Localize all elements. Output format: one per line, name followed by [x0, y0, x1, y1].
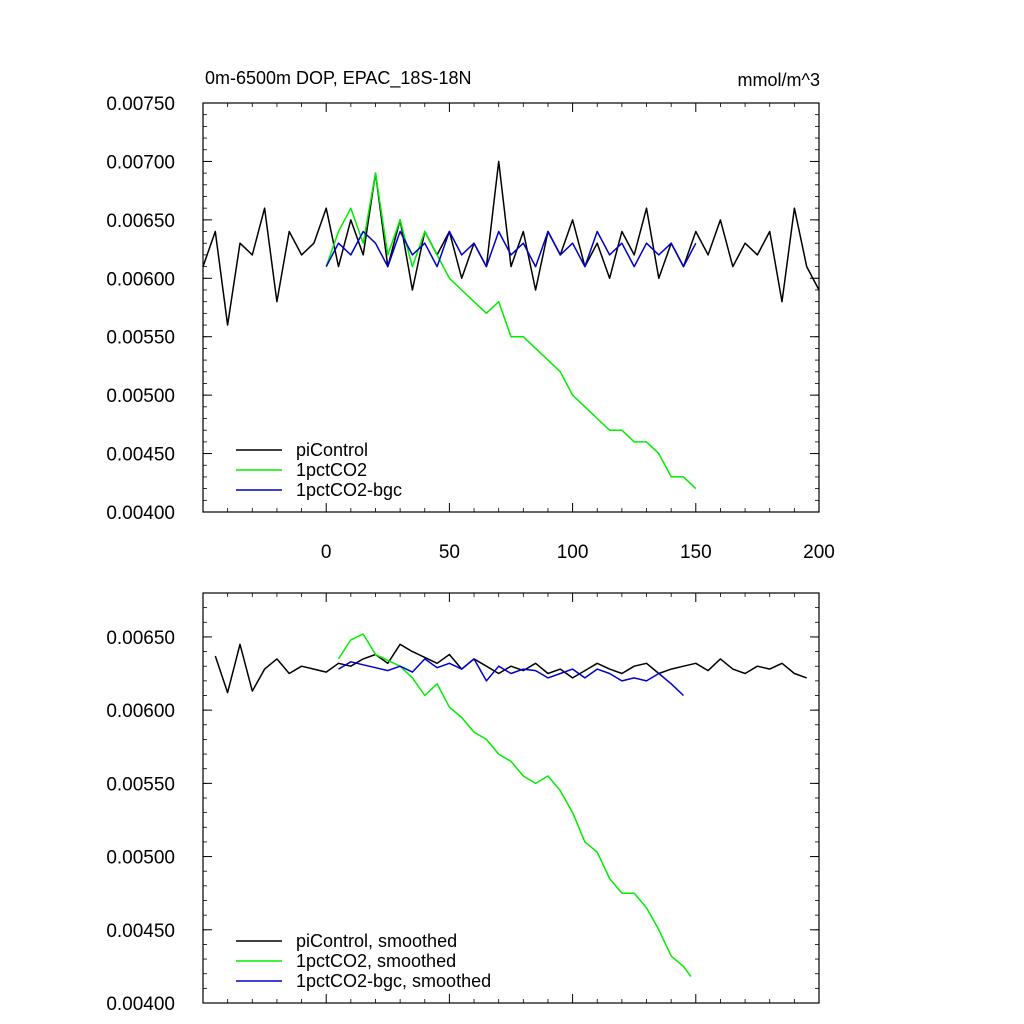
bottom-y-tick-label: 0.00550	[106, 774, 175, 795]
top-legend-label: 1pctCO2-bgc	[296, 480, 402, 500]
top-y-tick-label: 0.00500	[106, 386, 175, 407]
bottom-legend-label: 1pctCO2-bgc, smoothed	[296, 971, 491, 991]
top-x-tick-label: 100	[557, 542, 589, 563]
top-plot-frame	[202, 102, 820, 513]
top-legend-label: piControl	[296, 440, 368, 460]
bottom-y-tick-label: 0.00650	[106, 628, 175, 649]
top-series-line-0	[202, 160, 820, 326]
bottom-axis-ticks: 0.00400 0.00450 0.00500 0.00550 0.00600 0.006…	[106, 592, 820, 1015]
top-y-tick-label: 0.00750	[106, 94, 175, 115]
top-series-line-2	[325, 230, 697, 268]
top-x-tick-label: 50	[439, 542, 460, 563]
top-y-tick-label: 0.00600	[106, 269, 175, 290]
top-series-lines	[202, 160, 820, 490]
top-y-tick-label: 0.00450	[106, 445, 175, 466]
top-x-tick-label: 0	[321, 542, 332, 563]
top-x-tick-label: 150	[680, 542, 712, 563]
bottom-chart-panel: 0.00400 0.00450 0.00500 0.00550 0.00600 0.006…	[106, 592, 820, 1015]
bottom-legend-label: 1pctCO2, smoothed	[296, 951, 456, 971]
bottom-y-tick-label: 0.00450	[106, 921, 175, 942]
top-legend-label: 1pctCO2	[296, 460, 367, 480]
bottom-legend-label: piControl, smoothed	[296, 931, 457, 951]
bottom-y-tick-label: 0.00500	[106, 848, 175, 869]
bottom-series-line-1	[337, 633, 692, 978]
bottom-series-line-0	[214, 643, 807, 694]
top-x-tick-label: 200	[803, 542, 835, 563]
top-y-tick-label: 0.00400	[106, 503, 175, 524]
top-y-tick-label: 0.00700	[106, 152, 175, 173]
top-series-line-1	[325, 172, 697, 490]
bottom-series-line-2	[338, 658, 685, 697]
top-axis-ticks: 0.00400 0.00450 0.00500 0.00550 0.00600 0.006…	[106, 94, 835, 563]
top-y-tick-label: 0.00650	[106, 211, 175, 232]
top-chart-units: mmol/m^3	[738, 70, 820, 90]
top-chart-panel: 0m-6500m DOP, EPAC_18S-18N mmol/m^3 0.00…	[106, 68, 835, 563]
top-y-tick-label: 0.00550	[106, 328, 175, 349]
bottom-y-tick-label: 0.00600	[106, 701, 175, 722]
top-chart-title: 0m-6500m DOP, EPAC_18S-18N	[205, 68, 471, 89]
bottom-series-lines	[214, 633, 807, 978]
bottom-y-tick-label: 0.00400	[106, 994, 175, 1015]
